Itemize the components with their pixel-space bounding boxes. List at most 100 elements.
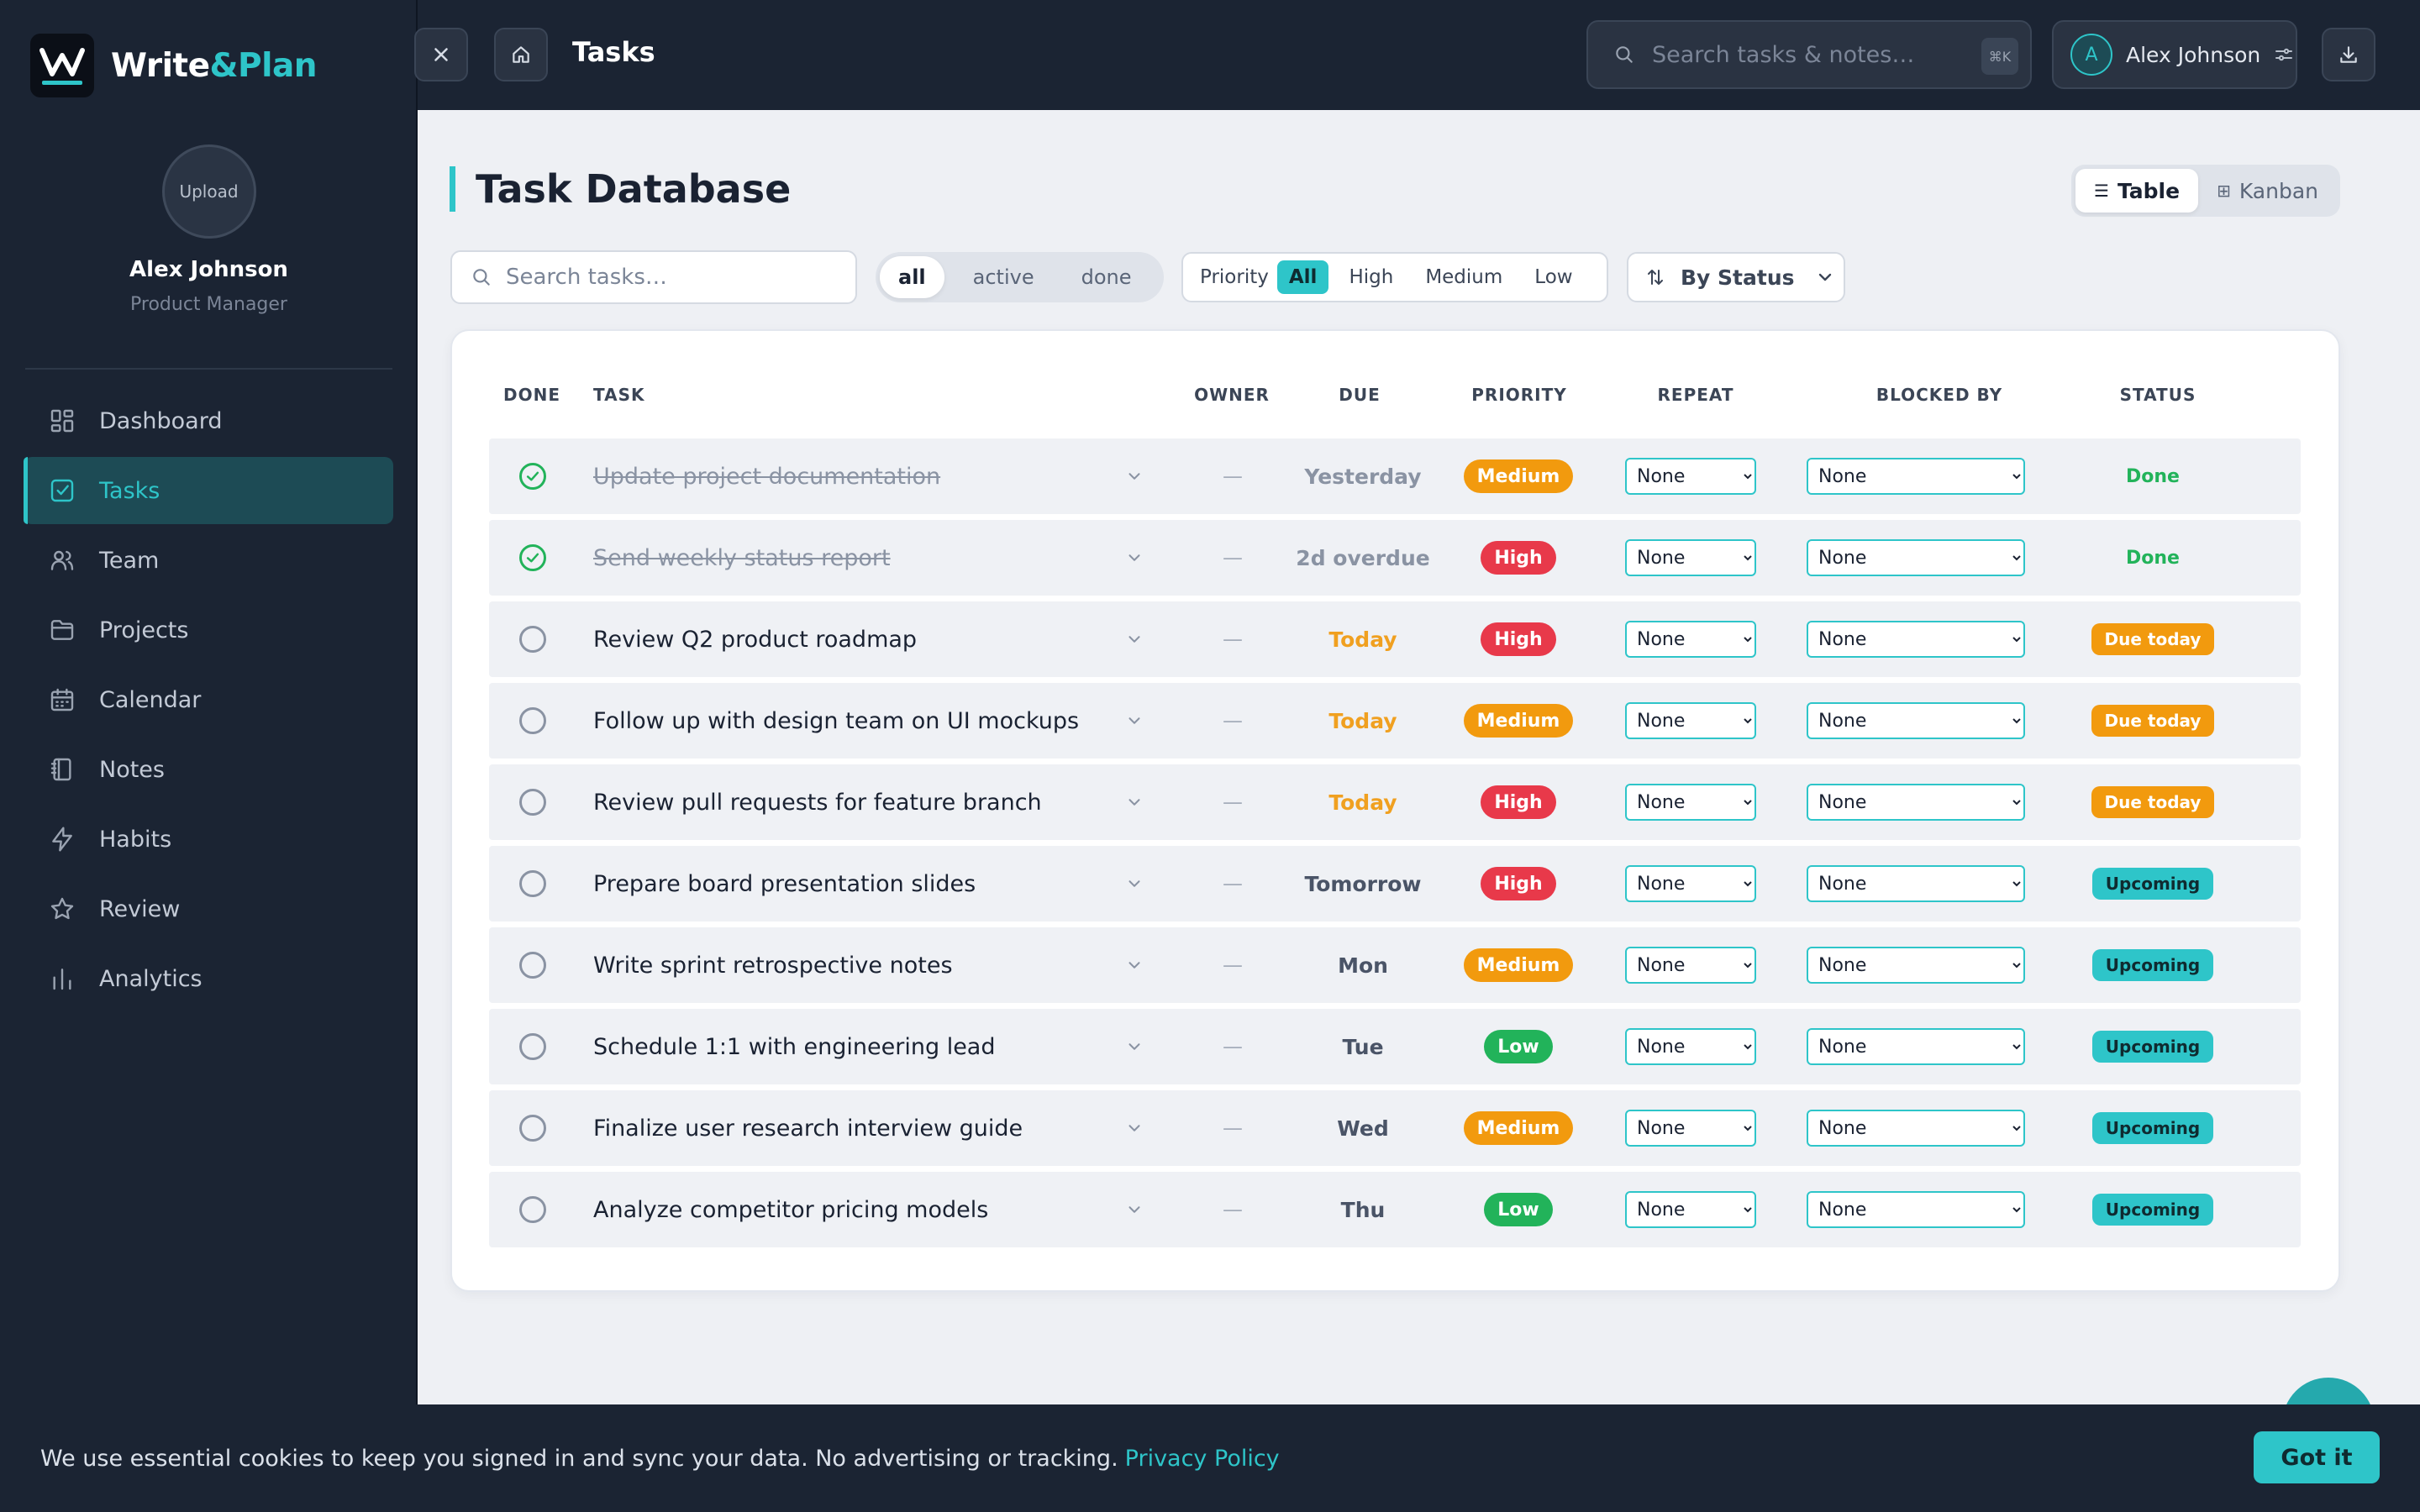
blocked-by-select[interactable]: None (1807, 458, 2025, 495)
task-title[interactable]: Write sprint retrospective notes (593, 952, 953, 979)
expand-row-button[interactable] (1118, 927, 1151, 1003)
sidebar-item-review[interactable]: Review (24, 875, 393, 942)
avatar-upload-button[interactable]: Upload (161, 144, 256, 239)
blocked-by-select[interactable]: None (1807, 1110, 2025, 1147)
blocked-by-select[interactable]: None (1807, 865, 2025, 902)
due-cell: Wed (1296, 1090, 1430, 1166)
sidebar-item-label: Analytics (99, 965, 203, 992)
sidebar-item-analytics[interactable]: Analytics (24, 945, 393, 1012)
expand-row-button[interactable] (1118, 438, 1151, 514)
owner-cell: — (1178, 927, 1287, 1003)
filter-active-button[interactable]: active (972, 265, 1034, 289)
blocked-by-select[interactable]: None (1807, 1191, 2025, 1228)
done-checkbox[interactable] (519, 870, 546, 897)
privacy-policy-link[interactable]: Privacy Policy (1124, 1445, 1280, 1472)
home-button[interactable] (494, 28, 548, 81)
blocked-by-select[interactable]: None (1807, 784, 2025, 821)
repeat-select[interactable]: None (1625, 539, 1756, 576)
header-due: DUE (1339, 385, 1381, 405)
table-view-button[interactable]: ☰ Table (2075, 169, 2199, 213)
repeat-select[interactable]: None (1625, 458, 1756, 495)
repeat-select[interactable]: None (1625, 621, 1756, 658)
blocked-by-select[interactable]: None (1807, 621, 2025, 658)
sidebar-item-calendar[interactable]: Calendar (24, 666, 393, 733)
repeat-select[interactable]: None (1625, 702, 1756, 739)
task-title[interactable]: Finalize user research interview guide (593, 1115, 1023, 1142)
task-search-input[interactable] (506, 265, 842, 290)
user-menu-button[interactable]: A Alex Johnson (2052, 20, 2297, 89)
global-search-input[interactable] (1652, 41, 1954, 68)
task-title[interactable]: Update project documentation (593, 463, 941, 490)
expand-row-button[interactable] (1118, 601, 1151, 677)
header-blocked-by: BLOCKED BY (1876, 385, 2003, 405)
due-date: Today (1328, 790, 1397, 815)
filter-done-button[interactable]: done (1081, 265, 1132, 289)
expand-row-button[interactable] (1118, 1090, 1151, 1166)
sidebar-item-notes[interactable]: Notes (24, 736, 393, 803)
priority-medium-button[interactable]: Medium (1425, 266, 1503, 288)
repeat-select[interactable]: None (1625, 1110, 1756, 1147)
done-checkbox[interactable] (519, 626, 546, 653)
done-cell (489, 438, 576, 514)
blocked-by-select[interactable]: None (1807, 539, 2025, 576)
table-row: Send weekly status report — 2d overdue High… (489, 520, 2301, 596)
close-sidebar-button[interactable] (414, 28, 468, 81)
expand-row-button[interactable] (1118, 520, 1151, 596)
done-checkbox[interactable] (519, 1196, 546, 1223)
sort-dropdown[interactable]: By Status (1627, 252, 1845, 302)
repeat-select[interactable]: None (1625, 1028, 1756, 1065)
expand-row-button[interactable] (1118, 683, 1151, 759)
chevron-down-icon (1128, 473, 1140, 480)
done-checkbox[interactable] (519, 544, 546, 571)
due-cell: Tomorrow (1296, 846, 1430, 921)
task-title[interactable]: Analyze competitor pricing models (593, 1196, 989, 1223)
task-title[interactable]: Follow up with design team on UI mockups (593, 707, 1080, 734)
sidebar-item-dashboard[interactable]: Dashboard (24, 387, 393, 454)
expand-row-button[interactable] (1118, 846, 1151, 921)
sidebar-item-team[interactable]: Team (24, 527, 393, 594)
list-icon: ☰ (2094, 181, 2109, 201)
kanban-view-button[interactable]: ⊞ Kanban (2217, 178, 2318, 203)
task-title[interactable]: Review pull requests for feature branch (593, 789, 1042, 816)
priority-cell: High (1451, 846, 1586, 921)
done-checkbox[interactable] (519, 707, 546, 734)
blocked-by-select[interactable]: None (1807, 947, 2025, 984)
expand-row-button[interactable] (1118, 1009, 1151, 1084)
sidebar-item-habits[interactable]: Habits (24, 806, 393, 873)
task-cell: Review pull requests for feature branch (593, 764, 1114, 840)
download-button[interactable] (2322, 28, 2375, 81)
task-title[interactable]: Prepare board presentation slides (593, 870, 976, 897)
status-badge: Upcoming (2091, 1112, 2214, 1144)
done-checkbox[interactable] (519, 1115, 546, 1142)
sidebar-item-projects[interactable]: Projects (24, 596, 393, 664)
task-title[interactable]: Review Q2 product roadmap (593, 626, 918, 653)
sidebar-item-tasks[interactable]: Tasks (24, 457, 393, 524)
grid-icon: ⊞ (2217, 181, 2231, 201)
brand[interactable]: Write&Plan (30, 34, 318, 97)
repeat-select[interactable]: None (1625, 784, 1756, 821)
done-checkbox[interactable] (519, 789, 546, 816)
accept-cookies-button[interactable]: Got it (2254, 1431, 2380, 1483)
global-search[interactable]: ⌘K (1586, 20, 2032, 89)
task-search[interactable] (450, 250, 857, 304)
repeat-select[interactable]: None (1625, 1191, 1756, 1228)
chevron-down-icon (1128, 799, 1140, 806)
repeat-select[interactable]: None (1625, 865, 1756, 902)
done-checkbox[interactable] (519, 463, 546, 490)
priority-high-button[interactable]: High (1349, 266, 1394, 288)
priority-all-button[interactable]: All (1276, 260, 1329, 294)
priority-low-button[interactable]: Low (1534, 266, 1573, 288)
repeat-select[interactable]: None (1625, 947, 1756, 984)
done-checkbox[interactable] (519, 952, 546, 979)
blocked-by-select[interactable]: None (1807, 1028, 2025, 1065)
task-title[interactable]: Send weekly status report (593, 544, 891, 571)
expand-row-button[interactable] (1118, 764, 1151, 840)
done-cell (489, 520, 576, 596)
blocked-by-select[interactable]: None (1807, 702, 2025, 739)
task-title[interactable]: Schedule 1:1 with engineering lead (593, 1033, 996, 1060)
expand-row-button[interactable] (1118, 1172, 1151, 1247)
done-checkbox[interactable] (519, 1033, 546, 1060)
chevron-down-icon (1128, 1125, 1140, 1131)
blocked-by-cell: None (1805, 927, 2027, 1003)
filter-all-button[interactable]: all (880, 256, 944, 298)
